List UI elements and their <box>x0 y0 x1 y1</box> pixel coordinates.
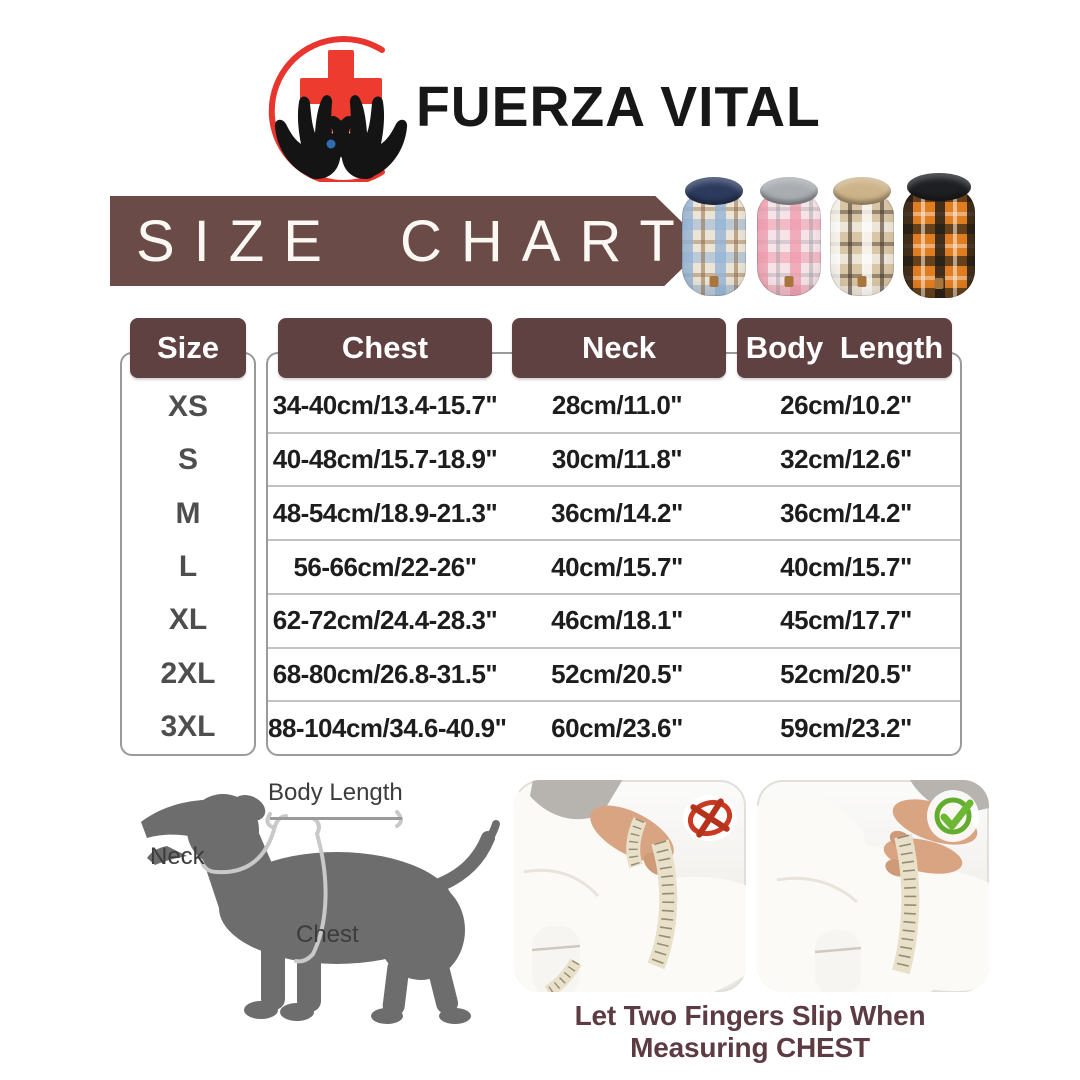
size-label: L <box>178 549 198 583</box>
neck-label: Neck <box>150 843 205 870</box>
body-length-value: 40cm/15.7" <box>780 551 912 582</box>
measuring-tape <box>892 833 920 975</box>
body-length-value: 52cm/20.5" <box>780 658 912 689</box>
brand-name: FUERZA VITAL <box>416 75 821 139</box>
caring-hands-medical-cross-icon <box>268 36 408 182</box>
chest-value: 62-72cm/24.4-28.3" <box>272 605 498 636</box>
table-row: 34-40cm/13.4-15.7" 28cm/11.0" 26cm/10.2" <box>268 380 960 434</box>
body-length-value: 45cm/17.7" <box>780 605 912 636</box>
measuring-photo-wrong-illustration <box>514 780 746 992</box>
blue-plaid-dog-jacket-image <box>682 177 746 296</box>
table-row: 56-66cm/22-26" 40cm/15.7" 40cm/15.7" <box>268 541 960 595</box>
size-chart-banner: SIZE CHART <box>110 196 706 286</box>
jacket-tag <box>857 276 867 287</box>
body-length-value: 59cm/23.2" <box>780 712 912 743</box>
neck-value: 52cm/20.5" <box>551 658 683 689</box>
chest-value: 56-66cm/22-26" <box>293 551 477 582</box>
jacket-collar <box>906 173 972 201</box>
size-label: XS <box>167 389 209 423</box>
measuring-tape <box>544 817 678 992</box>
body-length-value: 32cm/12.6" <box>780 444 912 475</box>
neck-value: 36cm/14.2" <box>551 497 683 528</box>
jacket-collar <box>833 177 891 205</box>
jacket-tag <box>709 276 719 287</box>
column-header-size: Size <box>130 318 246 378</box>
size-label: XL <box>168 603 208 637</box>
banner-title: SIZE CHART <box>136 208 694 274</box>
measuring-photo-correct <box>757 780 989 992</box>
measurements-table: 34-40cm/13.4-15.7" 28cm/11.0" 26cm/10.2"… <box>266 352 962 756</box>
size-label: 2XL <box>160 656 216 690</box>
column-header-body-length: Body Length <box>737 318 952 378</box>
column-header-neck: Neck <box>512 318 726 378</box>
neck-value: 60cm/23.6" <box>551 712 683 743</box>
dog-silhouette <box>141 794 500 1024</box>
body-length-value: 26cm/10.2" <box>780 390 912 421</box>
chest-value: 88-104cm/34.6-40.9" <box>268 712 507 743</box>
right-hand <box>326 95 408 179</box>
orange-plaid-dog-jacket-image <box>903 173 975 298</box>
khaki-plaid-dog-jacket-image <box>830 177 894 296</box>
size-label: S <box>177 443 198 477</box>
body-length-value: 36cm/14.2" <box>780 497 912 528</box>
pink-plaid-dog-jacket-image <box>757 177 821 296</box>
chest-label: Chest <box>296 921 359 948</box>
neck-value: 46cm/18.1" <box>551 605 683 636</box>
logo-arc <box>268 36 385 182</box>
jacket-tag <box>784 276 794 287</box>
body-length-underline <box>270 817 402 820</box>
jacket-collar <box>685 177 743 205</box>
x-icon <box>683 795 737 841</box>
chest-value: 48-54cm/18.9-21.3" <box>272 497 498 528</box>
chest-value: 40-48cm/15.7-18.9" <box>272 444 498 475</box>
table-row: 48-54cm/18.9-21.3" 36cm/14.2" 36cm/14.2" <box>268 487 960 542</box>
chest-value: 34-40cm/13.4-15.7" <box>272 390 498 421</box>
jacket-tag <box>934 278 944 289</box>
measuring-caption: Let Two Fingers Slip When Measuring CHES… <box>574 1000 926 1063</box>
brand-logo: FUERZA VITAL <box>248 34 833 182</box>
dog-measuring-diagram: Body Length Neck Chest <box>110 775 510 1035</box>
jacket-collar <box>760 177 818 205</box>
table-row: 40-48cm/15.7-18.9" 30cm/11.8" 32cm/12.6" <box>268 434 960 488</box>
size-label: 3XL <box>160 710 216 744</box>
neck-value: 30cm/11.8" <box>551 444 683 475</box>
table-row: 62-72cm/24.4-28.3" 46cm/18.1" 45cm/17.7" <box>268 595 960 649</box>
measuring-tape-lines <box>200 810 403 964</box>
table-row: 88-104cm/34.6-40.9" 60cm/23.6" 59cm/23.2… <box>268 702 960 754</box>
measuring-photo-correct-illustration <box>757 780 989 992</box>
body-length-label: Body Length <box>268 779 403 806</box>
size-label: M <box>175 496 201 530</box>
chest-value: 68-80cm/26.8-31.5" <box>272 658 498 689</box>
column-header-chest: Chest <box>278 318 492 378</box>
size-column: XS S M L XL 2XL 3XL <box>120 352 256 756</box>
measuring-photo-wrong <box>514 780 746 992</box>
neck-value: 40cm/15.7" <box>551 551 683 582</box>
check-icon <box>927 790 979 842</box>
table-row: 68-80cm/26.8-31.5" 52cm/20.5" 52cm/20.5" <box>268 649 960 703</box>
medical-cross-icon <box>300 50 382 132</box>
neck-value: 28cm/11.0" <box>551 390 683 421</box>
